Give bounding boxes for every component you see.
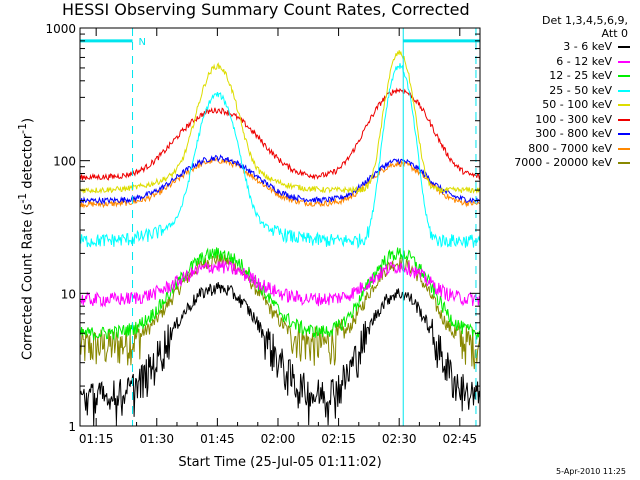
flag-label: N [139, 37, 146, 48]
x-tick-label-5: 02:30 [382, 432, 417, 446]
overlay-layer: N [80, 28, 480, 426]
x-tick-label-3: 02:00 [261, 432, 296, 446]
x-tick-label-2: 01:45 [200, 432, 235, 446]
legend-label: 3 - 6 keV [563, 40, 612, 53]
series-line-6 [79, 154, 481, 205]
y-axis-label: Corrected Count Rate (s-1 detector-1) [16, 118, 35, 360]
detector-info: Det 1,3,4,5,6,9, Att 0 [498, 14, 628, 40]
y-tick-label-3: 1000 [45, 22, 76, 36]
legend-label: 7000 - 20000 keV [514, 156, 612, 169]
legend-entry-3: 25 - 50 keV [484, 84, 630, 99]
y-label-pre: Corrected Count Rate (s [20, 203, 36, 360]
x-tick-label-0: 01:15 [79, 432, 114, 446]
series-line-7 [79, 157, 481, 209]
legend-label: 50 - 100 keV [542, 98, 612, 111]
series-layer [79, 50, 481, 426]
x-axis-label: Start Time (25-Jul-05 01:11:02) [178, 455, 382, 470]
series-line-0 [79, 282, 481, 426]
legend: 3 - 6 keV 6 - 12 keV 12 - 25 keV 25 - 50 ke… [484, 40, 630, 171]
legend-swatch [618, 75, 630, 78]
legend-swatch [618, 104, 630, 107]
legend-swatch [618, 162, 630, 165]
x-tick-label-4: 02:15 [321, 432, 356, 446]
legend-swatch [618, 89, 630, 92]
legend-label: 12 - 25 keV [549, 69, 612, 82]
legend-entry-6: 300 - 800 keV [484, 127, 630, 142]
legend-swatch [618, 133, 630, 136]
series-line-3 [79, 63, 481, 250]
y-label-mid: detector [20, 133, 36, 193]
legend-entry-8: 7000 - 20000 keV [484, 156, 630, 171]
y-label-sup-2: -1 [16, 123, 29, 134]
y-tick-label-1: 10 [61, 287, 76, 301]
legend-entry-1: 6 - 12 keV [484, 55, 630, 70]
legend-label: 800 - 7000 keV [528, 141, 612, 155]
legend-entry-0: 3 - 6 keV [484, 40, 630, 55]
legend-swatch [618, 118, 630, 121]
y-ticks: 1 10 100 1000 [45, 22, 480, 434]
legend-entry-7: 800 - 7000 keV [484, 142, 630, 157]
legend-label: 300 - 800 keV [535, 127, 612, 140]
plot-frame [79, 27, 481, 427]
legend-swatch [618, 147, 630, 150]
series-line-5 [79, 87, 481, 181]
legend-label: 25 - 50 keV [549, 83, 612, 97]
legend-swatch [618, 46, 630, 49]
legend-entry-5: 100 - 300 keV [484, 113, 630, 128]
x-tick-label-1: 01:30 [139, 432, 174, 446]
legend-entry-2: 12 - 25 keV [484, 69, 630, 84]
detector-line-2: Att 0 [601, 27, 628, 40]
legend-swatch [618, 60, 630, 63]
series-line-1 [79, 259, 481, 308]
series-line-4 [79, 50, 481, 195]
series-line-2 [79, 247, 481, 341]
legend-label: 100 - 300 keV [535, 112, 612, 126]
x-ticks: 01:15 01:30 01:45 02:00 02:15 02:30 02:45 [79, 28, 477, 446]
y-label-post: ) [20, 117, 36, 124]
legend-label: 6 - 12 keV [556, 54, 612, 68]
timestamp: 5-Apr-2010 11:25 [556, 467, 626, 476]
y-tick-label-2: 100 [53, 155, 76, 169]
chart-title: HESSI Observing Summary Count Rates, Cor… [62, 0, 470, 19]
y-tick-label-0: 1 [68, 420, 76, 434]
y-label-sup-1: -1 [16, 192, 29, 204]
x-tick-label-6: 02:45 [443, 432, 478, 446]
legend-entry-4: 50 - 100 keV [484, 98, 630, 113]
detector-line-1: Det 1,3,4,5,6,9, [541, 14, 628, 27]
